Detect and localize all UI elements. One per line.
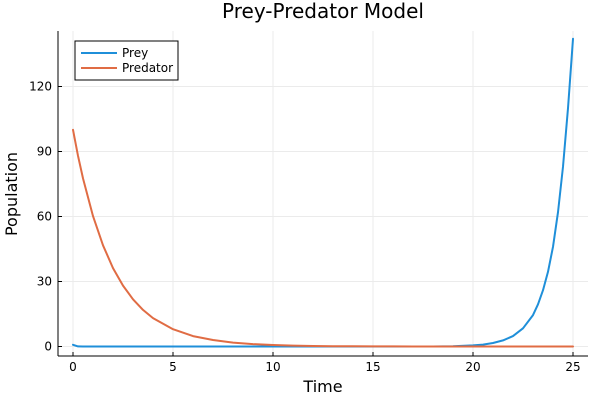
y-tick-label: 0 [44,340,52,354]
axes: 0 5 10 15 20 25 0 30 60 90 120 [29,31,588,374]
y-tick-label: 30 [37,275,52,289]
series-lines [72,37,574,348]
chart-title: Prey-Predator Model [222,0,424,23]
y-tick-label: 90 [37,145,52,159]
y-tick-label: 120 [29,80,52,94]
legend-box [74,40,179,81]
series-line-predator [72,128,574,348]
y-axis-label: Population [2,152,21,236]
x-tick-label: 10 [265,360,280,374]
series-line-prey [72,37,574,348]
x-tick-label: 0 [69,360,77,374]
x-axis-label: Time [302,377,342,396]
legend-label-predator: Predator [122,61,173,75]
x-tick-label: 15 [365,360,380,374]
x-tick-label: 5 [169,360,177,374]
x-tick-label: 20 [465,360,480,374]
legend-label-prey: Prey [122,46,148,60]
x-tick-label: 25 [565,360,580,374]
y-tick-label: 60 [37,210,52,224]
